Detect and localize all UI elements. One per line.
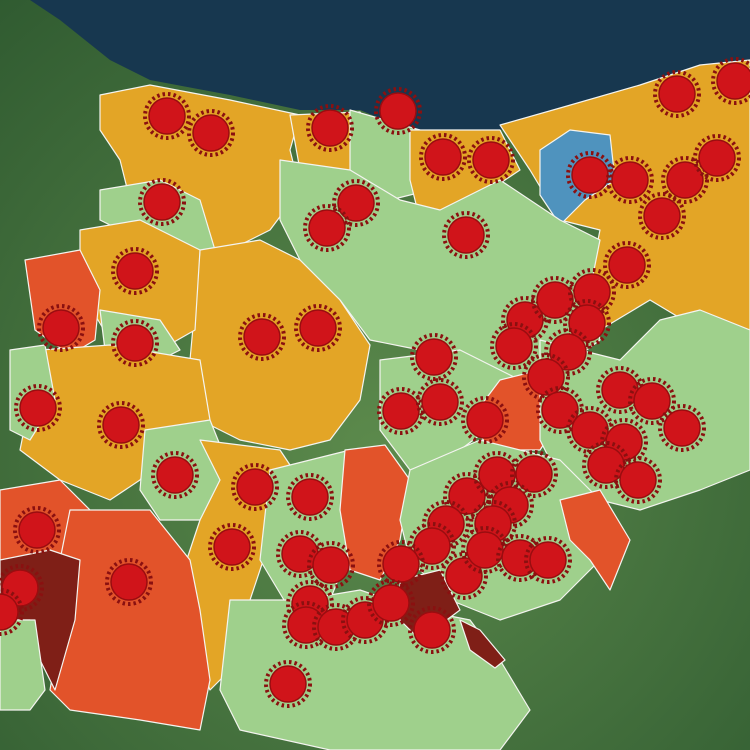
virus-icon[interactable] <box>374 87 422 135</box>
virus-icon[interactable] <box>264 660 312 708</box>
virus-icon[interactable] <box>238 313 286 361</box>
virus-icon[interactable] <box>286 473 334 521</box>
virus-icon[interactable] <box>606 156 654 204</box>
region-low[interactable] <box>0 619 46 711</box>
virus-icon[interactable] <box>461 396 509 444</box>
virus-icon[interactable] <box>440 552 488 600</box>
virus-icon[interactable] <box>711 57 750 105</box>
virus-icon[interactable] <box>563 299 611 347</box>
virus-icon[interactable] <box>303 204 351 252</box>
virus-icon[interactable] <box>467 136 515 184</box>
virus-icon[interactable] <box>143 92 191 140</box>
virus-icon[interactable] <box>105 558 153 606</box>
virus-icon[interactable] <box>138 178 186 226</box>
virus-icon[interactable] <box>408 606 456 654</box>
virus-icon[interactable] <box>524 536 572 584</box>
virus-icon[interactable] <box>187 109 235 157</box>
virus-icon[interactable] <box>419 133 467 181</box>
virus-icon[interactable] <box>14 384 62 432</box>
virus-icon[interactable] <box>638 192 686 240</box>
virus-icon[interactable] <box>367 579 415 627</box>
virus-icon[interactable] <box>208 523 256 571</box>
virus-icon[interactable] <box>377 540 425 588</box>
virus-icon[interactable] <box>37 304 85 352</box>
virus-icon[interactable] <box>151 451 199 499</box>
virus-icon[interactable] <box>332 179 380 227</box>
virus-icon[interactable] <box>661 156 709 204</box>
virus-icon[interactable] <box>111 319 159 367</box>
virus-icon[interactable] <box>307 541 355 589</box>
virus-icon[interactable] <box>410 333 458 381</box>
virus-icon[interactable] <box>111 247 159 295</box>
virus-icon[interactable] <box>693 134 741 182</box>
virus-icon[interactable] <box>653 70 701 118</box>
virus-icon[interactable] <box>658 404 706 452</box>
virus-icon[interactable] <box>231 463 279 511</box>
virus-icon[interactable] <box>97 401 145 449</box>
virus-icon[interactable] <box>306 104 354 152</box>
virus-icon[interactable] <box>377 387 425 435</box>
virus-icon[interactable] <box>294 304 342 352</box>
virus-icon[interactable] <box>442 211 490 259</box>
markers-layer <box>0 57 750 708</box>
virus-icon[interactable] <box>603 241 651 289</box>
virus-icon[interactable] <box>416 378 464 426</box>
virus-icon[interactable] <box>0 588 24 636</box>
virus-icon[interactable] <box>614 456 662 504</box>
region-high[interactable] <box>559 489 631 591</box>
virus-icon[interactable] <box>13 506 61 554</box>
sea <box>30 0 750 135</box>
virus-icon[interactable] <box>510 450 558 498</box>
virus-icon[interactable] <box>628 377 676 425</box>
virus-icon[interactable] <box>490 322 538 370</box>
region-med[interactable] <box>99 84 301 251</box>
region-vhigh[interactable] <box>459 619 506 669</box>
